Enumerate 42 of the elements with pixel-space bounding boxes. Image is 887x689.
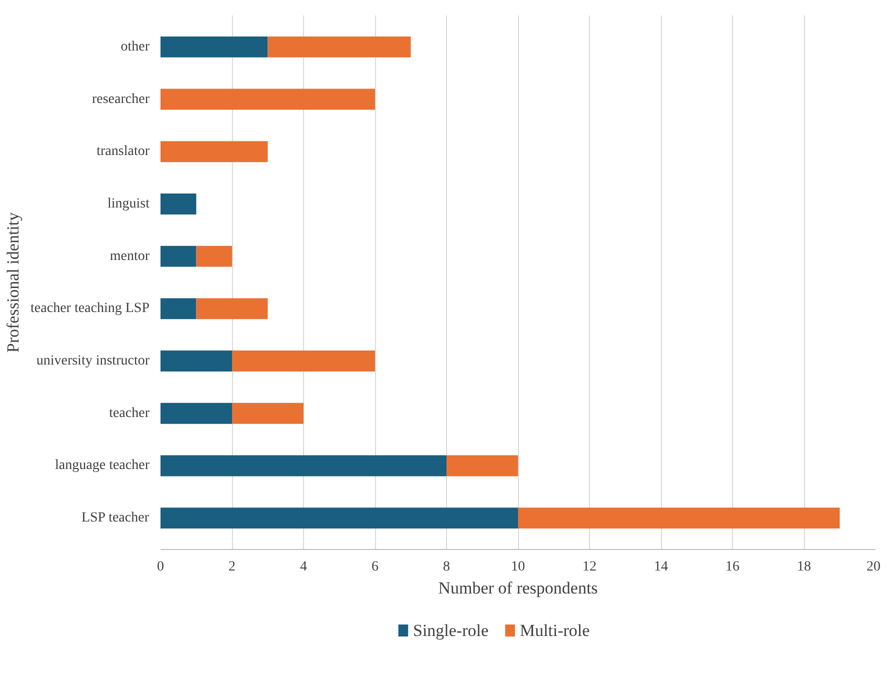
y-tick-label: linguist bbox=[107, 196, 150, 212]
bar bbox=[160, 455, 446, 476]
x-tick-label: 10 bbox=[511, 560, 525, 574]
bar bbox=[446, 455, 518, 476]
y-tick-label: language teacher bbox=[55, 458, 150, 474]
y-tick-label: researcher bbox=[92, 92, 150, 107]
x-tick-label: 18 bbox=[797, 560, 811, 574]
y-tick-label: translator bbox=[96, 144, 150, 160]
bar bbox=[518, 508, 840, 529]
y-tick-label: university instructor bbox=[36, 354, 150, 369]
bar bbox=[268, 36, 411, 58]
bar bbox=[232, 402, 304, 424]
bar bbox=[232, 350, 375, 372]
y-tick-label: mentor bbox=[110, 248, 150, 264]
bar bbox=[160, 88, 375, 110]
x-tick-label: 16 bbox=[726, 560, 740, 574]
bar bbox=[196, 246, 232, 267]
y-tick-label: other bbox=[120, 39, 150, 54]
x-tick-label: 4 bbox=[300, 560, 307, 574]
bar bbox=[160, 508, 518, 529]
x-tick-label: 12 bbox=[582, 560, 596, 574]
bar bbox=[196, 298, 268, 320]
x-tick-label: 0 bbox=[157, 560, 164, 574]
legend-label: Single-role bbox=[412, 621, 489, 640]
x-axis-title: Number of respondents bbox=[438, 578, 598, 598]
bar bbox=[160, 298, 196, 320]
y-tick-label: teacher teaching LSP bbox=[30, 301, 150, 316]
x-tick-label: 6 bbox=[372, 560, 378, 574]
y-tick-label: teacher bbox=[109, 406, 150, 421]
bar bbox=[160, 141, 268, 162]
bar bbox=[160, 194, 196, 214]
x-tick-label: 2 bbox=[228, 560, 236, 574]
x-tick-label: 8 bbox=[443, 560, 450, 574]
x-tick-label: 20 bbox=[866, 560, 880, 574]
y-axis-title: Professional identity bbox=[4, 212, 23, 353]
x-tick-label: 14 bbox=[654, 560, 668, 574]
legend-label: Multi-role bbox=[520, 621, 590, 640]
bar bbox=[160, 350, 232, 372]
bar bbox=[160, 246, 196, 267]
y-tick-label: LSP teacher bbox=[81, 510, 150, 526]
bar bbox=[160, 36, 268, 58]
bar bbox=[160, 402, 232, 424]
